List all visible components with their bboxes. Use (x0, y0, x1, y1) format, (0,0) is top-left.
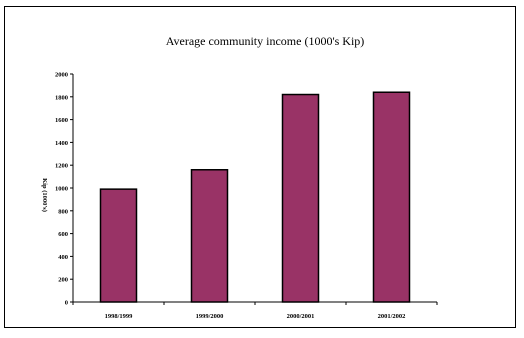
y-tick-label: 2000 (55, 72, 68, 79)
x-category-label: 2000/2001 (287, 313, 315, 320)
chart-frame: Average community income (1000's Kip) Ki… (4, 6, 516, 328)
y-tick-label: 1800 (55, 94, 68, 101)
y-tick-label: 1200 (55, 163, 68, 170)
bar (372, 91, 411, 303)
bar (281, 93, 320, 303)
labels-group: 0 200 400 600 800 1000 1200 1400 1600 1800 2000 199… (55, 72, 405, 321)
bars-group (99, 91, 411, 303)
y-tick-label: 0 (65, 300, 68, 307)
bar (190, 169, 229, 303)
x-category-label: 1999/2000 (196, 313, 224, 320)
bar-chart: Average community income (1000's Kip) Ki… (41, 34, 438, 321)
y-tick-label: 800 (58, 208, 68, 215)
y-axis-label: Kip (1000's) (41, 178, 48, 212)
y-tick-label: 1600 (55, 117, 68, 124)
y-tick-label: 200 (58, 277, 68, 284)
y-tick-label: 400 (58, 254, 68, 261)
chart-title: Average community income (1000's Kip) (166, 34, 365, 48)
x-category-label: 2001/2002 (378, 313, 406, 320)
x-category-label: 1998/1999 (105, 313, 134, 320)
y-tick-label: 600 (58, 231, 68, 238)
y-tick-label: 1000 (55, 186, 68, 193)
y-tick-label: 1400 (55, 140, 68, 147)
bar (99, 188, 138, 303)
